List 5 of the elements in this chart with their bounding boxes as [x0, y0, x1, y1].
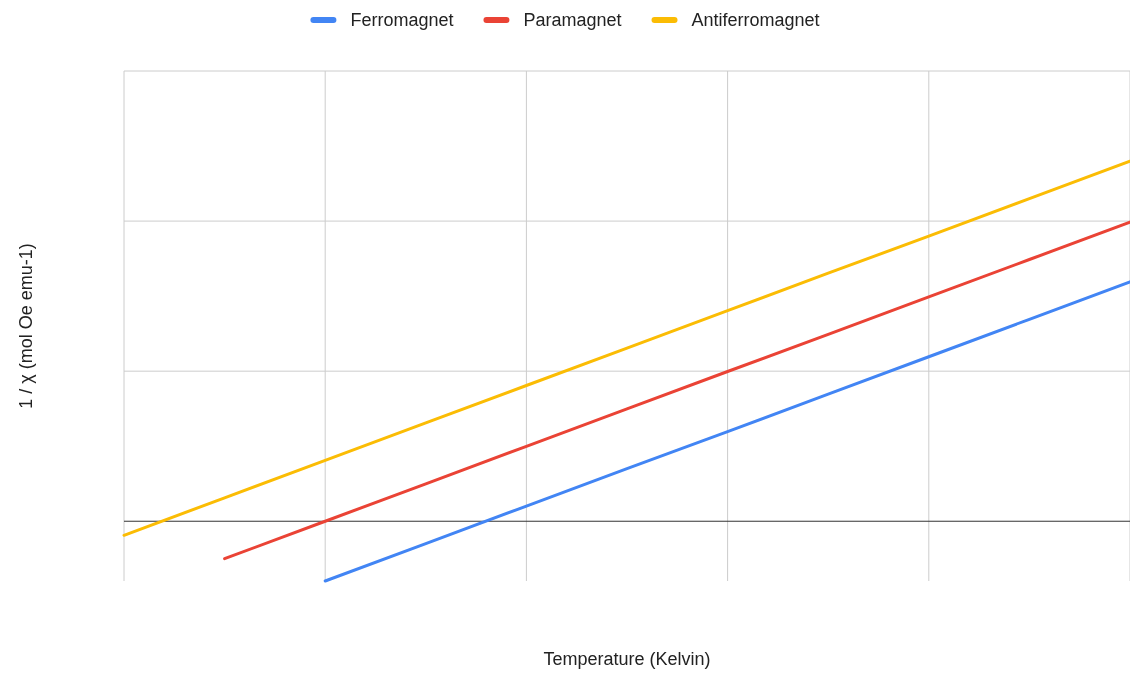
- y-axis-title: 1 / χ (mol Oe emu-1): [16, 243, 36, 409]
- legend-label: Ferromagnet: [350, 10, 454, 30]
- legend-label: Antiferromagnet: [691, 10, 820, 30]
- x-axis-title: Temperature (Kelvin): [543, 649, 711, 669]
- legend-label: Paramagnet: [523, 10, 622, 30]
